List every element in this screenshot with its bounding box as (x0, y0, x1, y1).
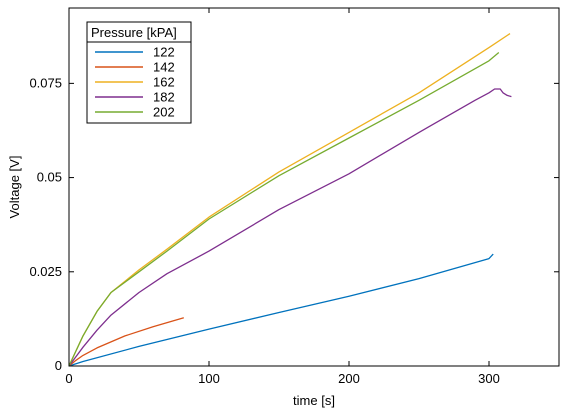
legend-label-122: 122 (153, 45, 175, 60)
legend-label-182: 182 (153, 90, 175, 105)
plot-area-border (68, 7, 560, 367)
series-line-182 (68, 88, 512, 367)
x-axis-label: time [s] (293, 393, 335, 408)
x-tick-label: 100 (198, 371, 220, 386)
series-line-142 (68, 317, 184, 367)
legend-label-162: 162 (153, 75, 175, 90)
series-line-122 (68, 253, 494, 367)
series-layer (68, 33, 512, 367)
legend-title: Pressure [kPA] (91, 25, 177, 40)
x-tick-label: 200 (338, 371, 360, 386)
y-tick-label: 0.05 (37, 170, 62, 185)
y-axis-label: Voltage [V] (7, 156, 22, 219)
x-axis-ticks: 0 100 200 300 (65, 8, 500, 386)
series-line-202 (68, 52, 500, 367)
legend-label-202: 202 (153, 105, 175, 120)
y-tick-label: 0.075 (29, 75, 62, 90)
y-tick-label: 0.025 (29, 264, 62, 279)
legend-label-142: 142 (153, 60, 175, 75)
x-tick-label: 300 (478, 371, 500, 386)
plot-frame (68, 7, 560, 367)
y-axis-ticks: 0 0.025 0.05 0.075 (29, 75, 559, 373)
legend-box (86, 21, 192, 124)
y-tick-label: 0 (55, 358, 62, 373)
x-tick-label: 0 (65, 371, 72, 386)
